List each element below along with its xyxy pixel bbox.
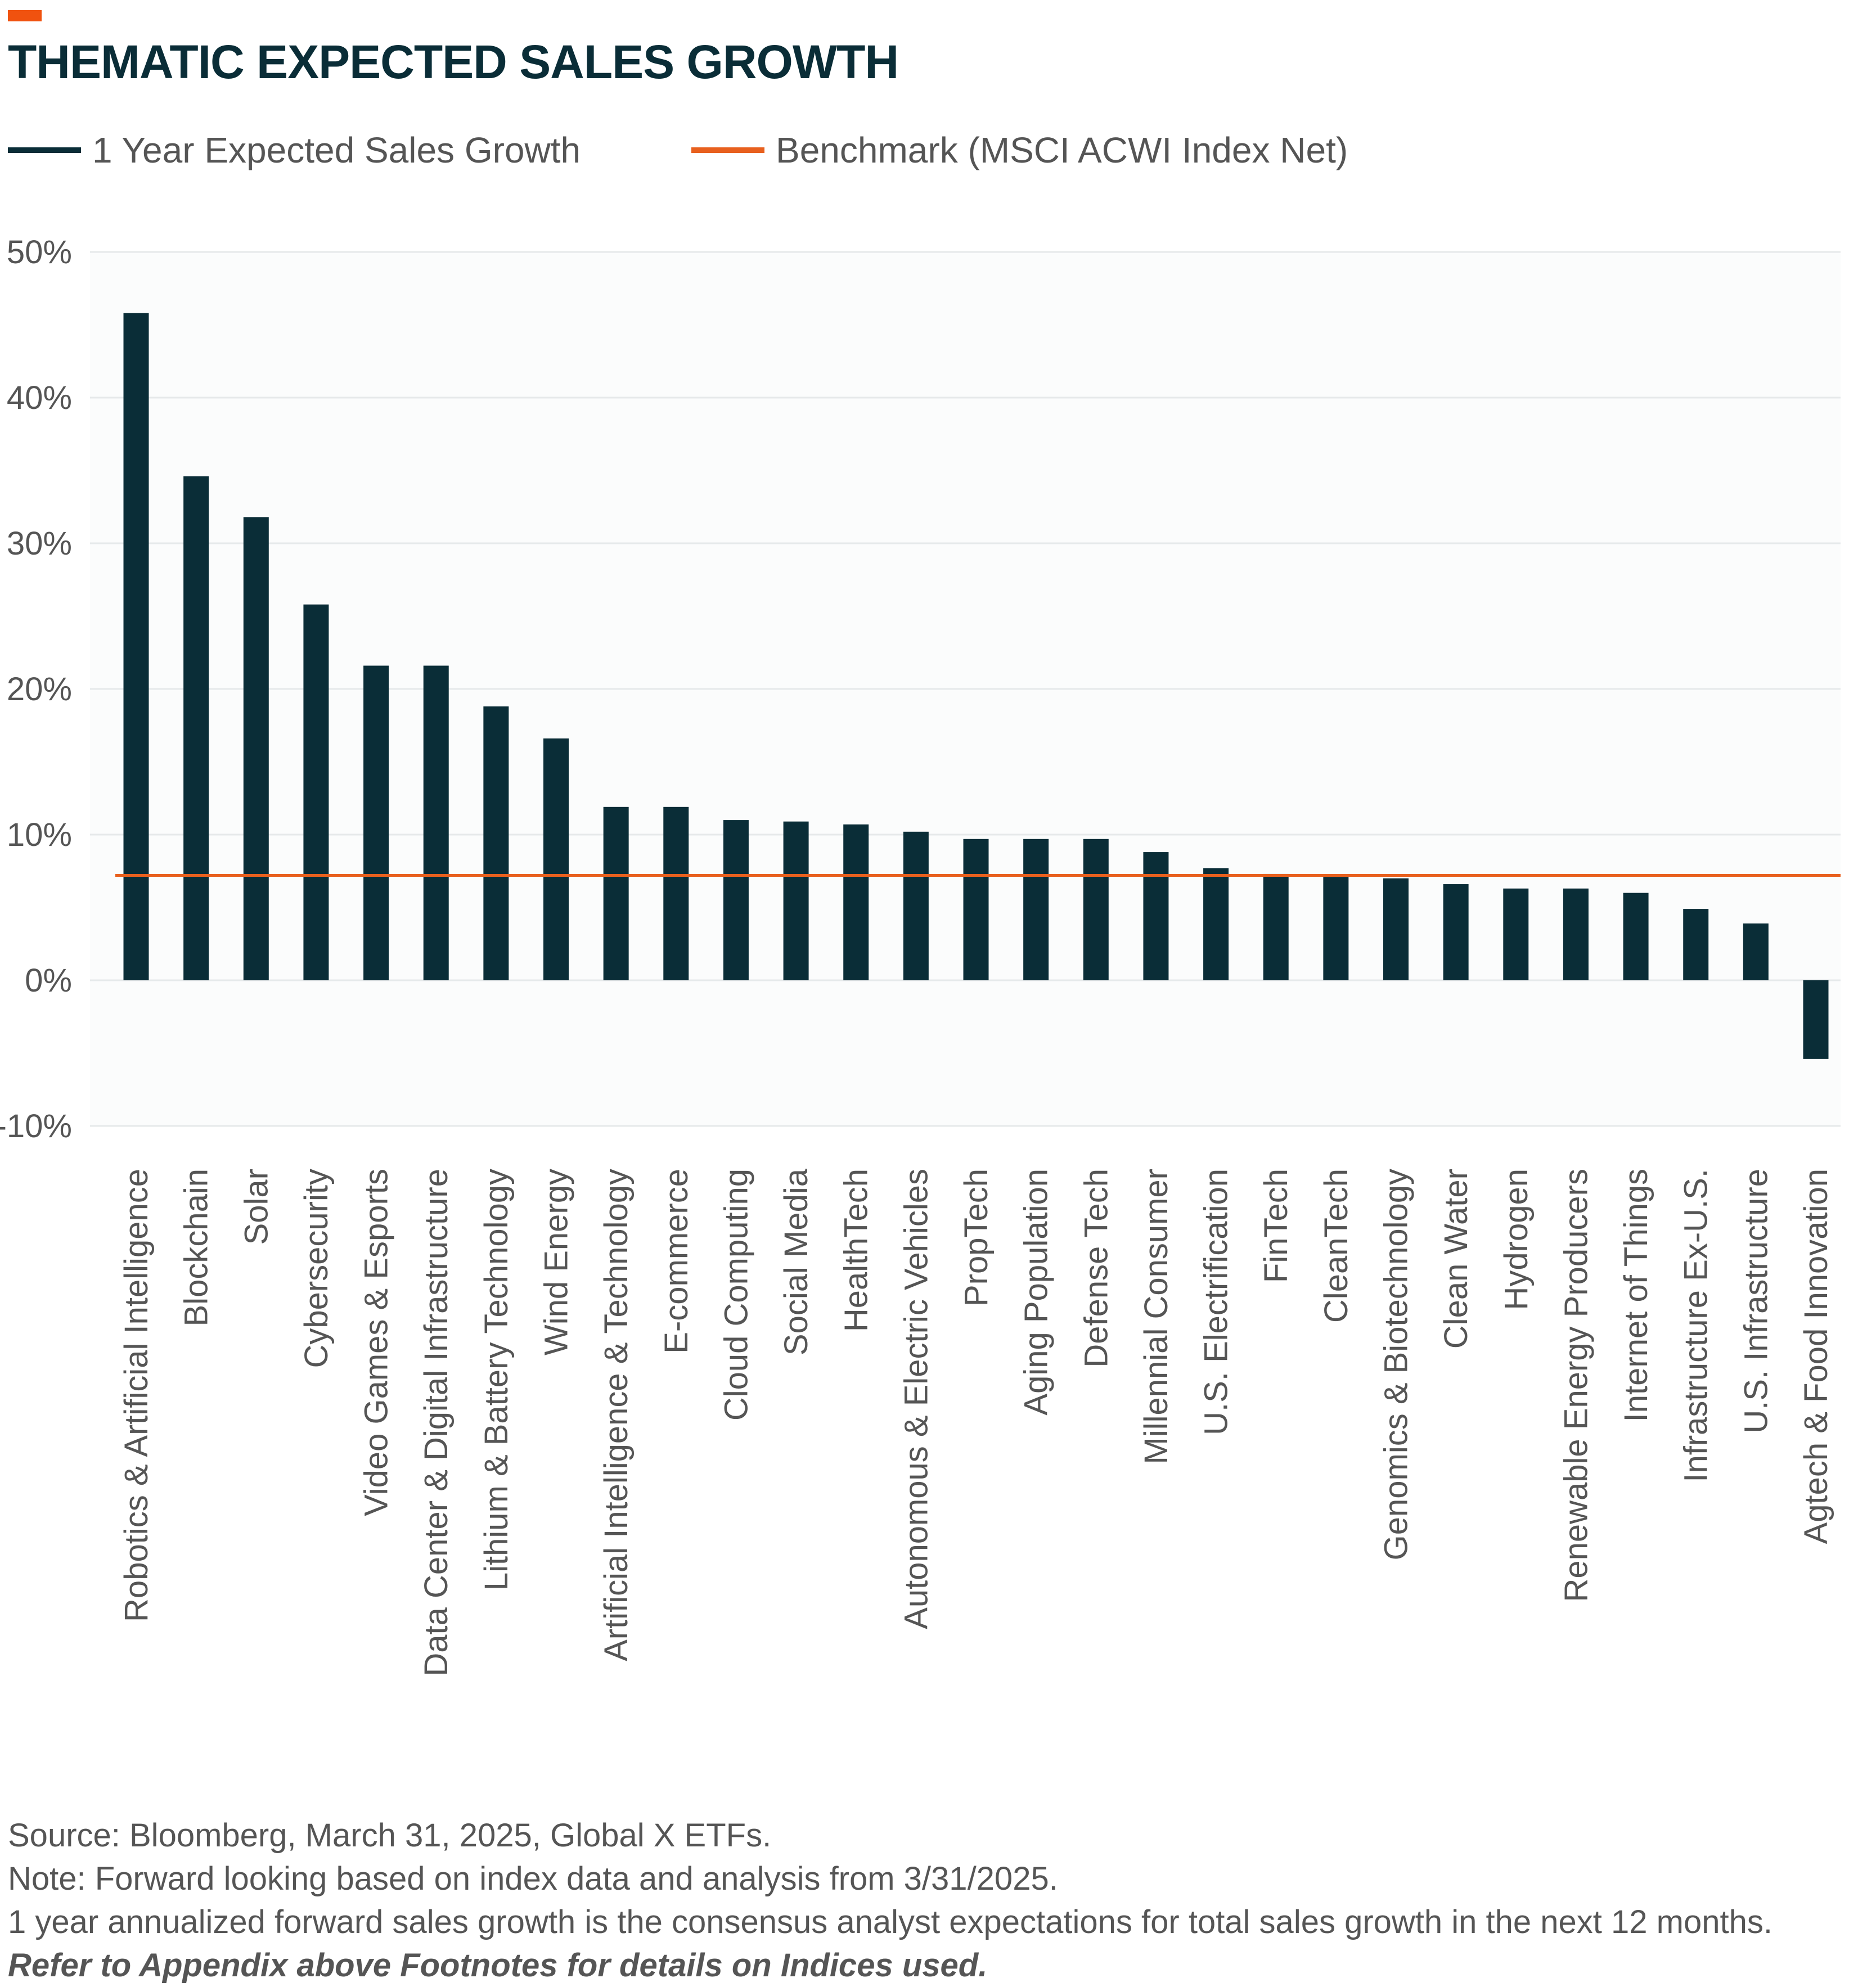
legend-swatch-benchmark: [691, 147, 764, 153]
bar: [903, 831, 929, 980]
x-tick-label: Social Media: [778, 1168, 815, 1355]
x-tick-label: PropTech: [958, 1169, 995, 1306]
x-tick-label: Renewable Energy Producers: [1558, 1169, 1594, 1602]
bar: [1803, 980, 1829, 1059]
x-tick-label: Agtech & Food Innovation: [1798, 1169, 1834, 1544]
bar-chart: -10% 0% 10% 20% 30% 40% 50% Robotics & Artifici…: [0, 234, 1841, 1677]
bar: [1023, 839, 1049, 980]
x-tick-label: Cloud Computing: [718, 1169, 754, 1421]
footnote-appendix: Refer to Appendix above Footnotes for de…: [8, 1947, 988, 1984]
x-tick-label: FinTech: [1258, 1169, 1294, 1283]
y-tick-label: 0%: [25, 962, 72, 999]
accent-bar: [8, 10, 42, 21]
x-tick-label: Solar: [238, 1169, 275, 1245]
x-tick-label: Clean Water: [1438, 1169, 1474, 1349]
x-tick-label: Artificial Intelligence & Technology: [598, 1169, 635, 1661]
bar: [1143, 852, 1169, 980]
bar: [1683, 909, 1709, 980]
bar: [1563, 888, 1589, 980]
bar: [663, 806, 689, 980]
x-tick-label: Internet of Things: [1618, 1169, 1654, 1422]
bar: [1203, 868, 1229, 980]
bar: [1743, 923, 1769, 980]
x-tick-label: Lithium & Battery Technology: [478, 1169, 515, 1590]
x-tick-label: HealthTech: [838, 1169, 875, 1332]
legend-swatch-sales-growth: [8, 147, 81, 153]
x-tick-label: U.S. Electrification: [1198, 1169, 1235, 1435]
bar: [843, 824, 869, 980]
x-tick-label: Aging Population: [1018, 1169, 1055, 1416]
legend-label-sales-growth: 1 Year Expected Sales Growth: [92, 130, 581, 170]
footnote-note: Note: Forward looking based on index dat…: [8, 1860, 1058, 1897]
bar: [423, 665, 449, 980]
x-tick-label: Robotics & Artificial Intelligence: [118, 1169, 155, 1622]
legend-item-benchmark: Benchmark (MSCI ACWI Index Net): [691, 125, 1348, 175]
bar: [1323, 877, 1349, 980]
x-tick-label: CleanTech: [1318, 1169, 1355, 1323]
bar: [123, 313, 149, 980]
x-tick-label: Millennial Consumer: [1138, 1169, 1175, 1464]
bar: [1083, 839, 1109, 980]
y-tick-label: 50%: [7, 234, 72, 271]
footnote-definition: 1 year annualized forward sales growth i…: [8, 1904, 1772, 1940]
bar: [483, 706, 509, 980]
bar: [243, 517, 269, 980]
x-tick-label: Cybersecurity: [298, 1169, 335, 1368]
bar: [543, 738, 569, 980]
legend: 1 Year Expected Sales Growth Benchmark (…: [8, 125, 1864, 175]
x-tick-label: Genomics & Biotechnology: [1378, 1169, 1415, 1560]
bar: [723, 820, 749, 980]
footnote-source: Source: Bloomberg, March 31, 2025, Globa…: [8, 1817, 772, 1854]
x-tick-label: Wind Energy: [538, 1169, 575, 1355]
bar: [603, 806, 629, 980]
bar: [1623, 893, 1649, 980]
bar: [363, 665, 389, 980]
bar: [963, 839, 989, 980]
x-tick-label: E-commerce: [658, 1169, 695, 1354]
bar: [1383, 878, 1409, 980]
bar: [783, 821, 809, 980]
footnotes: Source: Bloomberg, March 31, 2025, Globa…: [8, 1814, 1873, 1987]
x-tick-label: Autonomous & Electric Vehicles: [898, 1169, 934, 1629]
bar: [1443, 884, 1469, 980]
y-tick-label: 10%: [7, 817, 72, 853]
bar: [183, 476, 209, 980]
x-tick-label: Blockchain: [178, 1169, 215, 1326]
bar: [1503, 888, 1529, 980]
y-tick-label: 40%: [7, 380, 72, 416]
legend-label-benchmark: Benchmark (MSCI ACWI Index Net): [776, 130, 1348, 170]
chart-title: THEMATIC EXPECTED SALES GROWTH: [8, 35, 899, 88]
y-tick-label: 30%: [7, 525, 72, 562]
x-tick-label: Infrastructure Ex-U.S.: [1678, 1169, 1715, 1483]
x-tick-label: Video Games & Esports: [358, 1169, 395, 1516]
y-tick-label: -10%: [0, 1108, 72, 1145]
x-tick-label: Data Center & Digital Infrastructure: [418, 1169, 455, 1677]
y-tick-label: 20%: [7, 671, 72, 708]
legend-item-sales-growth: 1 Year Expected Sales Growth: [8, 125, 581, 175]
bar: [1263, 873, 1289, 980]
bar: [303, 604, 329, 980]
x-tick-label: Hydrogen: [1498, 1169, 1535, 1310]
x-tick-label: Defense Tech: [1078, 1169, 1114, 1368]
x-tick-label: U.S. Infrastructure: [1738, 1169, 1774, 1434]
